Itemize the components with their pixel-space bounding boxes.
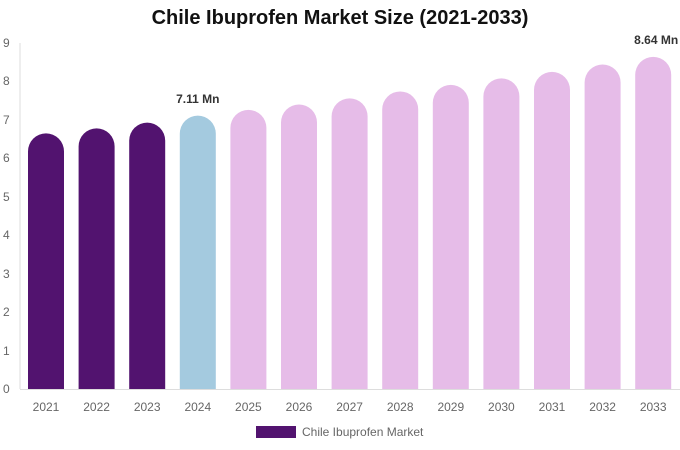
legend-label: Chile Ibuprofen Market — [302, 425, 424, 439]
bar-2023 — [129, 122, 166, 389]
bar-2031 — [534, 71, 570, 389]
x-tick-label: 2023 — [133, 400, 161, 414]
legend-swatch — [256, 426, 296, 438]
x-tick-label: 2028 — [386, 400, 414, 414]
bar-2029 — [432, 84, 469, 389]
bar-2022 — [78, 128, 115, 389]
bar-2028 — [382, 91, 419, 390]
x-tick-label: 2022 — [83, 400, 110, 414]
x-tick-label: 2024 — [184, 400, 212, 414]
y-tick-label: 6 — [3, 151, 10, 166]
y-tick-label: 8 — [3, 74, 10, 89]
bar-2021 — [28, 133, 64, 389]
value-label-2024: 7.11 Mn — [176, 91, 220, 106]
y-tick-label: 7 — [3, 112, 10, 127]
x-tick-label: 2033 — [639, 400, 667, 414]
bar-2026 — [281, 104, 317, 389]
x-tick-label: 2029 — [437, 400, 465, 414]
bar-2032 — [584, 64, 621, 389]
x-tick-label: 2026 — [285, 400, 313, 414]
bar-2025 — [230, 109, 267, 389]
x-tick-label: 2032 — [589, 400, 616, 414]
x-tick-label: 2030 — [488, 400, 515, 414]
y-tick-label: 0 — [3, 382, 10, 396]
bar-2024 — [179, 115, 216, 389]
bar-2030 — [483, 78, 520, 390]
bar-2027 — [331, 98, 368, 390]
y-tick-label: 5 — [3, 189, 10, 204]
y-tick-label: 2 — [3, 305, 10, 320]
x-tick-label: 2031 — [538, 400, 566, 414]
y-tick-label: 4 — [3, 228, 10, 243]
chart-title: Chile Ibuprofen Market Size (2021-2033) — [151, 7, 529, 29]
value-label-2033: 8.64 Mn — [634, 32, 679, 47]
legend: Chile Ibuprofen Market — [256, 425, 423, 439]
bar-2033 — [635, 56, 672, 390]
x-tick-label: 2021 — [32, 400, 60, 414]
x-tick-label: 2025 — [235, 400, 262, 414]
y-tick-label: 3 — [3, 266, 10, 281]
y-tick-label: 9 — [3, 36, 10, 50]
y-tick-label: 1 — [3, 343, 10, 358]
x-tick-label: 2027 — [336, 400, 363, 414]
